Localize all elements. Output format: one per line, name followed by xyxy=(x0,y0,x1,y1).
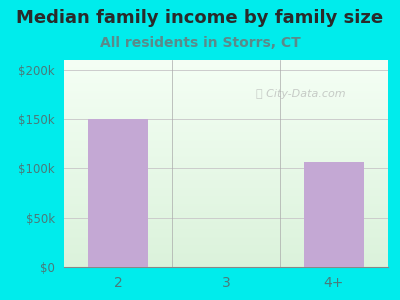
Bar xyxy=(304,161,364,267)
Text: All residents in Storrs, CT: All residents in Storrs, CT xyxy=(100,36,300,50)
Bar xyxy=(88,119,148,267)
Text: Median family income by family size: Median family income by family size xyxy=(16,9,384,27)
Text: ⓘ City-Data.com: ⓘ City-Data.com xyxy=(256,89,345,99)
